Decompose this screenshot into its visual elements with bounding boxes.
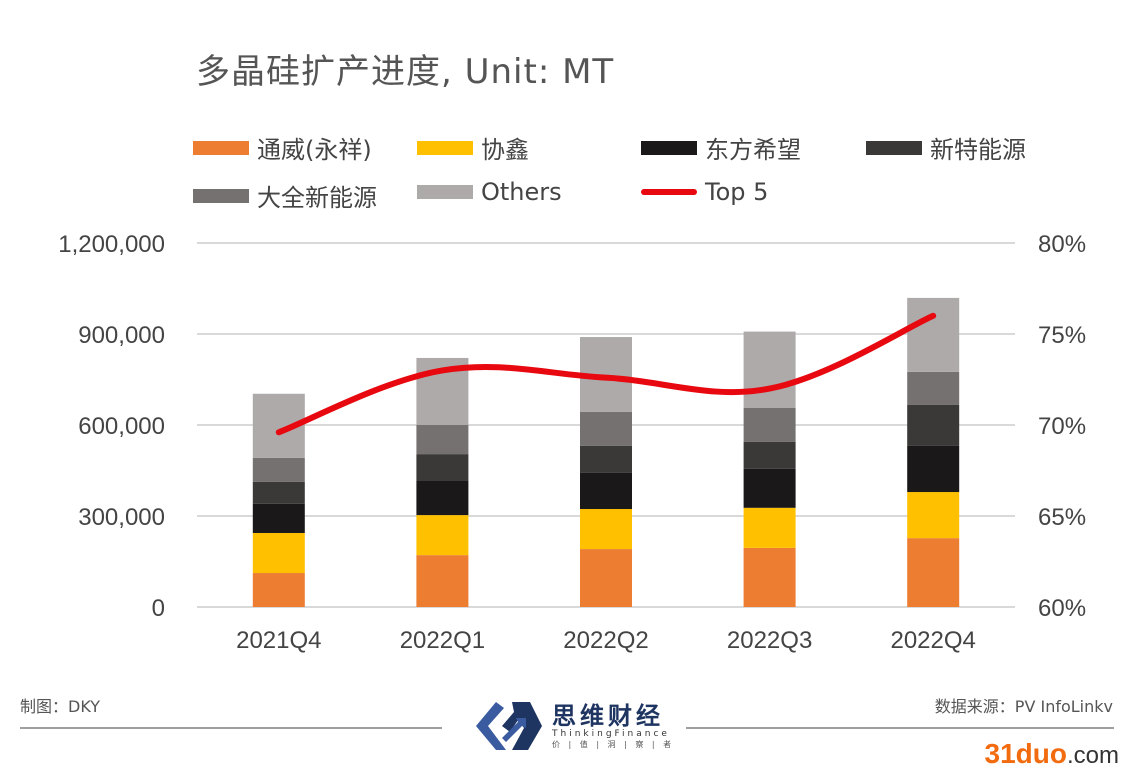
legend-label: Top 5 (705, 178, 769, 206)
bar-segment-2 (743, 468, 796, 508)
bar-segment-5 (907, 297, 960, 372)
bar-segment-0 (907, 538, 960, 607)
bar-segment-4 (252, 457, 305, 482)
left-tick-label: 600,000 (78, 413, 165, 440)
bar-stack-2021Q4 (252, 393, 305, 607)
chart-title-unit: Unit: MT (464, 52, 615, 92)
legend-swatch-xinte (866, 140, 922, 155)
x-tick-label: 2021Q4 (236, 627, 321, 654)
bars (252, 297, 960, 607)
bar-segment-1 (252, 532, 305, 574)
left-tick-label: 0 (152, 595, 165, 622)
legend-label: Others (481, 178, 562, 206)
chart-title-main: 多晶硅扩产进度, (196, 52, 453, 92)
data-source: 数据来源：PV InfoLinkv (934, 697, 1113, 716)
bar-stack-2022Q2 (580, 337, 632, 607)
legend-label: 通威(永祥) (257, 136, 372, 164)
legend-label: 东方希望 (705, 136, 801, 164)
bar-stack-2022Q4 (907, 297, 960, 607)
bar-segment-1 (580, 509, 632, 550)
legend-swatch-daquan (193, 188, 249, 203)
bar-segment-2 (907, 445, 960, 493)
bar-segment-4 (743, 407, 796, 442)
right-tick-label: 70% (1038, 413, 1086, 440)
bar-segment-3 (252, 481, 305, 504)
legend-swatch-top5 (641, 189, 697, 195)
bar-segment-2 (252, 503, 305, 533)
x-tick-label: 2022Q1 (400, 627, 485, 654)
watermark-main: 31duo (984, 738, 1067, 769)
top5-line-layer (275, 312, 937, 436)
x-tick-label: 2022Q2 (563, 627, 648, 654)
bar-segment-1 (907, 492, 960, 539)
footer-divider-left (20, 727, 442, 729)
left-axis-ticks: 0 300,000 600,000 900,000 1,200,000 (58, 231, 165, 622)
legend-label: 协鑫 (481, 136, 529, 164)
bar-stack-2022Q1 (416, 357, 469, 607)
legend-item-tongwei: 通威(永祥) (193, 130, 372, 165)
legend-label: 新特能源 (930, 136, 1026, 164)
thinkingfinance-logo-icon (476, 702, 542, 750)
legend-item-dongfang: 东方希望 (641, 130, 801, 165)
chart-author: 制图：DKY (20, 697, 101, 716)
bar-segment-3 (907, 404, 960, 446)
bar-segment-5 (743, 331, 796, 408)
bar-segment-0 (416, 555, 469, 607)
logo-slogan: 价 | 值 | 洞 | 察 | 者 (552, 739, 675, 749)
bar-segment-2 (580, 472, 632, 510)
x-axis-labels: 2021Q4 2022Q1 2022Q2 2022Q3 2022Q4 (236, 627, 976, 654)
legend-swatch-tongwei (193, 140, 249, 155)
bar-segment-1 (743, 507, 796, 548)
logo-name-en: ThinkingFinance (552, 728, 670, 739)
bar-segment-0 (743, 547, 796, 607)
bar-segment-3 (743, 441, 796, 469)
bar-segment-3 (580, 445, 632, 473)
legend-item-xinte: 新特能源 (866, 130, 1026, 165)
right-tick-label: 60% (1038, 595, 1086, 622)
legend-item-daquan: 大全新能源 (193, 178, 377, 213)
bar-segment-2 (416, 480, 469, 516)
left-tick-label: 900,000 (78, 322, 165, 349)
right-tick-label: 65% (1038, 504, 1086, 531)
chart-title: 多晶硅扩产进度, Unit: MT (196, 44, 614, 93)
legend-label: 大全新能源 (257, 184, 377, 212)
bar-stack-2022Q3 (743, 331, 796, 607)
legend-item-xiexin: 协鑫 (417, 130, 529, 165)
bar-segment-4 (580, 411, 632, 446)
stacked-bar-chart: 0 300,000 600,000 900,000 1,200,000 60% 65% 70… (58, 231, 1086, 654)
x-tick-label: 2022Q3 (727, 627, 812, 654)
right-axis-ticks: 60% 65% 70% 75% 80% (1038, 231, 1086, 622)
right-tick-label: 80% (1038, 231, 1086, 258)
right-tick-label: 75% (1038, 322, 1086, 349)
legend-item-others: Others (417, 178, 562, 206)
bar-segment-3 (416, 454, 469, 481)
left-tick-label: 300,000 (78, 504, 165, 531)
watermark-suffix: .com (1066, 742, 1119, 769)
footer-divider-right (686, 727, 1114, 729)
bar-segment-4 (416, 425, 469, 455)
legend-item-top5: Top 5 (641, 178, 768, 206)
legend-swatch-others (417, 185, 473, 199)
left-tick-label: 1,200,000 (58, 231, 165, 258)
brand-logo: 思维财经 ThinkingFinance 价 | 值 | 洞 | 察 | 者 (472, 698, 674, 754)
legend-swatch-dongfang (641, 140, 697, 155)
bar-segment-0 (252, 573, 305, 607)
legend-swatch-xiexin (417, 140, 473, 155)
bar-segment-0 (580, 549, 632, 607)
x-tick-label: 2022Q4 (890, 627, 975, 654)
logo-name-cn: 思维财经 (552, 701, 664, 730)
bar-segment-1 (416, 515, 469, 556)
watermark: 31duo.com (985, 738, 1119, 770)
bar-segment-4 (907, 371, 960, 405)
